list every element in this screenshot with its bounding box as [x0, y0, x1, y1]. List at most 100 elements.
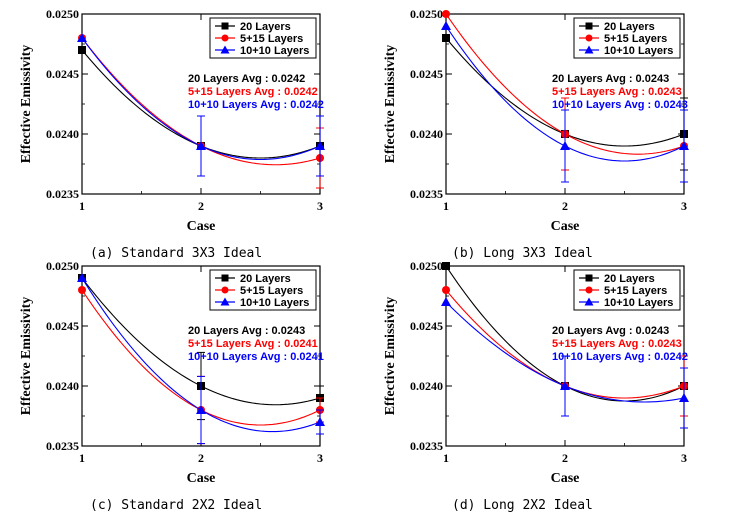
x-tick-label: 2: [562, 199, 568, 213]
legend-label: 20 Layers: [240, 21, 291, 33]
panel-caption-1: (a) Standard 3X3 Ideal: [90, 246, 262, 261]
data-point-circle: [442, 286, 450, 294]
legend-label: 5+15 Layers: [240, 285, 303, 297]
x-tick-label: 1: [79, 451, 85, 465]
legend-marker-triangle: [220, 297, 230, 306]
y-axis-title: Effective Emissivity: [383, 297, 398, 416]
x-tick-label: 2: [562, 451, 568, 465]
average-annotation: 5+15 Layers Avg : 0.0241: [188, 338, 318, 350]
legend-label: 10+10 Layers: [240, 45, 309, 57]
data-point-circle: [78, 286, 86, 294]
average-annotation: 10+10 Layers Avg : 0.0242: [552, 351, 688, 363]
y-tick-label: 0.0235: [46, 439, 79, 453]
legend-label: 10+10 Layers: [604, 297, 673, 309]
data-point-triangle: [196, 405, 206, 414]
data-point-triangle: [315, 417, 325, 426]
y-tick-label: 0.0235: [410, 187, 443, 201]
panel-caption-4: (d) Long 2X2 Ideal: [452, 498, 593, 513]
x-tick-label: 3: [317, 199, 323, 213]
legend-marker-circle: [585, 34, 593, 42]
panel-caption-3: (c) Standard 2X2 Ideal: [90, 498, 262, 513]
legend-label: 20 Layers: [604, 21, 655, 33]
chart-panel-1: 0.0235 0.0240 0.0245 0.0250 1 2 3 Case Effective…: [19, 7, 325, 234]
y-axis-title: Effective Emissivity: [383, 45, 398, 164]
y-tick-label: 0.0250: [46, 259, 79, 273]
data-point-triangle: [560, 141, 570, 150]
legend-marker-triangle: [584, 297, 594, 306]
chart-panel-2: 0.0235 0.0240 0.0245 0.0250 1 2 3 Case Effective…: [383, 7, 689, 234]
legend-marker-circle: [221, 34, 229, 42]
average-annotation: 10+10 Layers Avg : 0.0243: [552, 99, 688, 111]
y-tick-label: 0.0245: [46, 67, 79, 81]
data-point-triangle: [441, 21, 451, 30]
x-axis-title: Case: [187, 471, 216, 486]
y-tick-label: 0.0245: [410, 319, 443, 333]
x-axis-title: Case: [187, 219, 216, 234]
average-annotation: 5+15 Layers Avg : 0.0242: [188, 86, 318, 98]
legend-marker-triangle: [584, 45, 594, 54]
y-tick-label: 0.0250: [46, 7, 79, 21]
x-tick-label: 2: [198, 199, 204, 213]
x-tick-label: 3: [681, 199, 687, 213]
legend-marker-triangle: [220, 45, 230, 54]
x-tick-label: 1: [79, 199, 85, 213]
y-tick-label: 0.0250: [410, 259, 443, 273]
data-point-circle: [442, 10, 450, 18]
average-annotation: 5+15 Layers Avg : 0.0243: [552, 86, 682, 98]
legend-marker-square: [221, 22, 229, 30]
data-point-triangle: [679, 393, 689, 402]
y-tick-label: 0.0240: [410, 379, 443, 393]
x-axis-title: Case: [551, 219, 580, 234]
legend-label: 5+15 Layers: [240, 33, 303, 45]
legend-marker-circle: [585, 286, 593, 294]
legend-label: 10+10 Layers: [240, 297, 309, 309]
average-annotation: 20 Layers Avg : 0.0243: [552, 73, 669, 85]
legend-marker-square: [221, 274, 229, 282]
y-tick-label: 0.0245: [46, 319, 79, 333]
data-point-triangle: [441, 297, 451, 306]
legend-label: 20 Layers: [240, 273, 291, 285]
data-point-triangle: [679, 141, 689, 150]
chart-panel-4: 0.0235 0.0240 0.0245 0.0250 1 2 3 Case Effective…: [383, 259, 689, 486]
x-tick-label: 3: [681, 451, 687, 465]
x-tick-label: 3: [317, 451, 323, 465]
legend-marker-square: [585, 274, 593, 282]
x-tick-label: 1: [443, 199, 449, 213]
y-tick-label: 0.0245: [410, 67, 443, 81]
data-point-square: [442, 34, 450, 42]
average-annotation: 10+10 Layers Avg : 0.0241: [188, 351, 324, 363]
x-tick-label: 1: [443, 451, 449, 465]
data-point-triangle: [560, 381, 570, 390]
legend-marker-square: [585, 22, 593, 30]
average-annotation: 20 Layers Avg : 0.0242: [188, 73, 305, 85]
average-annotation: 20 Layers Avg : 0.0243: [552, 325, 669, 337]
y-tick-label: 0.0235: [46, 187, 79, 201]
average-annotation: 5+15 Layers Avg : 0.0243: [552, 338, 682, 350]
legend-marker-circle: [221, 286, 229, 294]
average-annotation: 20 Layers Avg : 0.0243: [188, 325, 305, 337]
y-tick-label: 0.0240: [410, 127, 443, 141]
data-point-triangle: [315, 141, 325, 150]
y-axis-title: Effective Emissivity: [19, 45, 34, 164]
data-point-triangle: [77, 33, 87, 42]
y-tick-label: 0.0235: [410, 439, 443, 453]
panel-caption-2: (b) Long 3X3 Ideal: [452, 246, 593, 261]
average-annotation: 10+10 Layers Avg : 0.0242: [188, 99, 324, 111]
chart-panel-3: 0.0235 0.0240 0.0245 0.0250 1 2 3 Case Effective…: [19, 259, 325, 486]
legend-label: 10+10 Layers: [604, 45, 673, 57]
legend-label: 5+15 Layers: [604, 285, 667, 297]
x-tick-label: 2: [198, 451, 204, 465]
y-tick-label: 0.0250: [410, 7, 443, 21]
data-point-square: [78, 46, 86, 54]
data-point-square: [442, 262, 450, 270]
y-tick-label: 0.0240: [46, 127, 79, 141]
y-tick-label: 0.0240: [46, 379, 79, 393]
data-point-triangle: [77, 273, 87, 282]
legend-label: 5+15 Layers: [604, 33, 667, 45]
data-point-triangle: [196, 141, 206, 150]
